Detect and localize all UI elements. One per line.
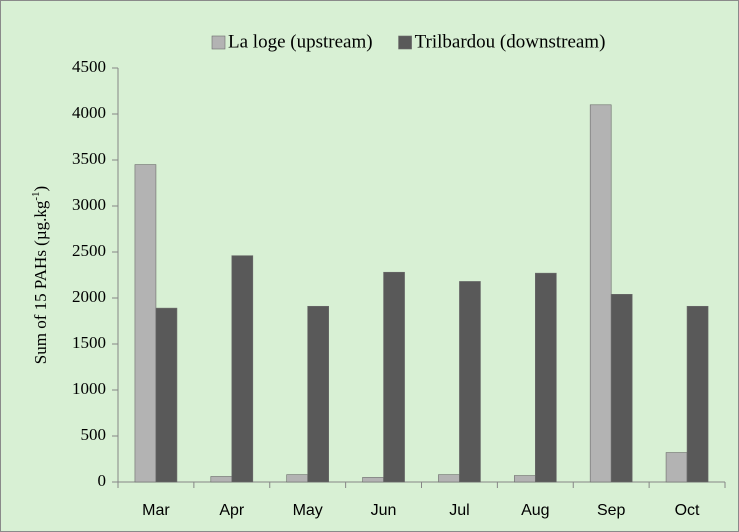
bar bbox=[134, 164, 157, 483]
bar bbox=[459, 281, 481, 483]
bar bbox=[362, 477, 384, 483]
bar bbox=[155, 307, 178, 483]
y-tick-label: 1500 bbox=[72, 333, 106, 352]
y-tick-label: 3000 bbox=[72, 195, 106, 214]
legend-swatch bbox=[398, 35, 412, 50]
y-tick-label: 2500 bbox=[72, 241, 106, 260]
x-tick-label: Jul bbox=[449, 502, 469, 519]
bar bbox=[610, 294, 633, 483]
legend-label: La loge (upstream) bbox=[228, 31, 373, 52]
x-tick-label: Sep bbox=[597, 502, 626, 519]
bar bbox=[686, 305, 709, 483]
y-tick-label: 0 bbox=[98, 471, 107, 490]
bar bbox=[383, 271, 405, 483]
x-tick-label: May bbox=[293, 502, 323, 519]
y-axis-label-close: ) bbox=[31, 186, 50, 192]
bar bbox=[438, 474, 460, 483]
bar bbox=[535, 272, 557, 483]
y-tick-label: 3500 bbox=[72, 149, 106, 168]
y-tick-label: 4000 bbox=[72, 103, 106, 122]
y-axis-label-text: Sum of 15 PAHs (µg.kg bbox=[31, 200, 50, 364]
bar bbox=[665, 452, 688, 483]
y-tick-label: 2000 bbox=[72, 287, 106, 306]
bar bbox=[210, 476, 233, 483]
x-tick-label: Mar bbox=[142, 502, 170, 519]
bar bbox=[589, 104, 612, 483]
x-tick-label: Jun bbox=[371, 502, 397, 519]
y-axis-label-superscript: -1 bbox=[30, 191, 42, 200]
x-tick-label: Oct bbox=[675, 502, 700, 519]
x-tick-label: Apr bbox=[219, 502, 245, 519]
bar bbox=[231, 255, 254, 483]
legend-swatch bbox=[211, 35, 226, 50]
legend-label: Trilbardou (downstream) bbox=[415, 31, 606, 52]
y-tick-label: 4500 bbox=[72, 57, 106, 76]
bar bbox=[286, 474, 308, 483]
bar bbox=[307, 305, 329, 483]
bar bbox=[514, 475, 536, 483]
y-axis-label: Sum of 15 PAHs (µg.kg-1) bbox=[30, 186, 50, 364]
y-tick-label: 500 bbox=[81, 425, 107, 444]
x-tick-label: Aug bbox=[521, 502, 549, 519]
y-tick-label: 1000 bbox=[72, 379, 106, 398]
